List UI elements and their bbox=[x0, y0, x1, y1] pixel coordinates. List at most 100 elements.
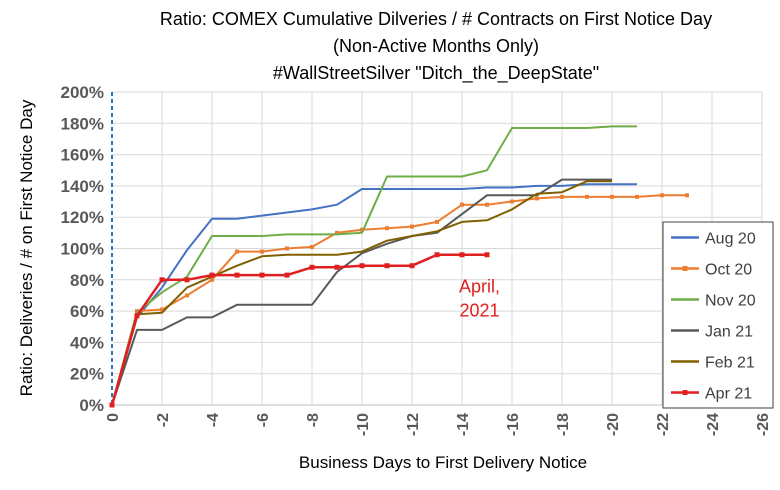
data-point bbox=[484, 252, 490, 258]
data-point bbox=[235, 249, 239, 254]
data-point bbox=[359, 263, 365, 269]
legend-box bbox=[662, 221, 774, 409]
legend-entry-aug-20: Aug 20 bbox=[671, 231, 756, 248]
x-tick-label: -16 bbox=[505, 413, 522, 436]
annotation-text: 2021 bbox=[459, 300, 499, 320]
x-tick-label: -26 bbox=[755, 413, 772, 436]
data-point bbox=[410, 224, 414, 229]
title-line-1: Ratio: COMEX Cumulative Dilveries / # Co… bbox=[160, 9, 712, 29]
x-tick-label: -24 bbox=[705, 413, 722, 436]
legend: Aug 20 Oct 20 Nov 20 Jan 21 Feb 21 Apr 21 bbox=[662, 221, 774, 409]
series-line-oct-20 bbox=[111, 194, 687, 406]
data-point bbox=[109, 402, 115, 408]
legend-marker bbox=[682, 266, 688, 271]
x-tick-label: -2 bbox=[155, 413, 172, 427]
data-point bbox=[184, 277, 190, 283]
x-tick-label: -8 bbox=[305, 413, 322, 427]
legend-entry-apr-21: Apr 21 bbox=[671, 386, 752, 403]
title-line-3: #WallStreetSilver "Ditch_the_DeepState" bbox=[273, 63, 599, 84]
data-point bbox=[135, 309, 139, 314]
data-point bbox=[360, 227, 364, 232]
data-point bbox=[209, 272, 215, 278]
tick-labels: 0% 20% 40% 60% 80% 100% 120% 140% 160% 180% 200% 0 -… bbox=[61, 83, 772, 436]
data-point bbox=[210, 277, 214, 282]
data-point bbox=[510, 199, 514, 204]
legend-label: Aug 20 bbox=[705, 231, 756, 248]
data-point bbox=[660, 193, 664, 198]
series-line-feb-21 bbox=[111, 180, 612, 406]
legend-entry-oct-20: Oct 20 bbox=[671, 262, 752, 279]
legend-marker bbox=[682, 390, 688, 395]
legend-label: Feb 21 bbox=[705, 355, 755, 372]
data-point bbox=[485, 202, 489, 207]
data-point bbox=[335, 230, 339, 235]
axis-labels: Business Days to First Delivery Notice Ra… bbox=[17, 99, 587, 472]
series-jan-21 bbox=[111, 178, 612, 406]
y-tick-label: 200% bbox=[61, 83, 104, 102]
data-point bbox=[409, 263, 415, 269]
data-point bbox=[284, 272, 290, 278]
y-tick-label: 40% bbox=[70, 333, 104, 352]
title-line-2: (Non-Active Months Only) bbox=[333, 36, 539, 56]
x-tick-label: -10 bbox=[355, 413, 372, 436]
data-point bbox=[560, 194, 564, 199]
y-tick-label: 160% bbox=[61, 146, 104, 165]
data-point bbox=[385, 226, 389, 231]
x-tick-label: -22 bbox=[655, 413, 672, 436]
legend-label: Apr 21 bbox=[705, 386, 752, 403]
legend-label: Nov 20 bbox=[705, 293, 756, 310]
data-point bbox=[535, 196, 539, 201]
data-point bbox=[635, 194, 639, 199]
data-point bbox=[309, 264, 315, 270]
data-point bbox=[610, 194, 614, 199]
x-tick-label: -14 bbox=[455, 413, 472, 436]
x-axis-label: Business Days to First Delivery Notice bbox=[299, 453, 587, 472]
legend-entry-nov-20: Nov 20 bbox=[671, 293, 756, 310]
x-tick-label: -12 bbox=[405, 413, 422, 436]
series-feb-21 bbox=[111, 180, 612, 406]
series-line-aug-20 bbox=[111, 183, 637, 406]
data-point bbox=[310, 244, 314, 249]
legend-entry-feb-21: Feb 21 bbox=[671, 355, 755, 372]
x-tick-label: -6 bbox=[255, 413, 272, 427]
series-oct-20 bbox=[110, 193, 689, 407]
legend-label: Jan 21 bbox=[705, 324, 753, 341]
data-point bbox=[585, 194, 589, 199]
y-tick-label: 20% bbox=[70, 365, 104, 384]
y-tick-label: 60% bbox=[70, 302, 104, 321]
legend-entry-jan-21: Jan 21 bbox=[671, 324, 753, 341]
y-tick-label: 80% bbox=[70, 271, 104, 290]
data-point bbox=[234, 272, 240, 278]
series-group bbox=[109, 125, 689, 408]
data-point bbox=[685, 193, 689, 198]
data-point bbox=[434, 252, 440, 258]
y-tick-label: 100% bbox=[61, 240, 104, 259]
y-tick-label: 180% bbox=[61, 114, 104, 133]
data-point bbox=[384, 263, 390, 269]
data-point bbox=[185, 293, 189, 298]
y-tick-label: 140% bbox=[61, 177, 104, 196]
x-tick-label: -20 bbox=[605, 413, 622, 436]
series-apr-21 bbox=[109, 252, 490, 408]
series-line-apr-21 bbox=[110, 253, 487, 406]
y-tick-label: 120% bbox=[61, 208, 104, 227]
legend-label: Oct 20 bbox=[705, 262, 752, 279]
data-point bbox=[260, 249, 264, 254]
chart-title: Ratio: COMEX Cumulative Dilveries / # Co… bbox=[160, 9, 712, 84]
series-line-jan-21 bbox=[111, 178, 612, 406]
series-line-nov-20 bbox=[111, 125, 637, 406]
y-tick-label: 0% bbox=[79, 396, 104, 415]
x-tick-label: -4 bbox=[205, 413, 222, 427]
data-point bbox=[435, 219, 439, 224]
data-point bbox=[459, 252, 465, 258]
annotation-text: April, bbox=[459, 276, 500, 296]
series-nov-20 bbox=[111, 125, 637, 406]
x-tick-label: -18 bbox=[555, 413, 572, 436]
annotation-group: April, 2021 bbox=[459, 276, 500, 320]
data-point bbox=[259, 272, 265, 278]
series-aug-20 bbox=[111, 183, 637, 406]
x-tick-label: 0 bbox=[105, 413, 122, 422]
data-point bbox=[285, 246, 289, 251]
